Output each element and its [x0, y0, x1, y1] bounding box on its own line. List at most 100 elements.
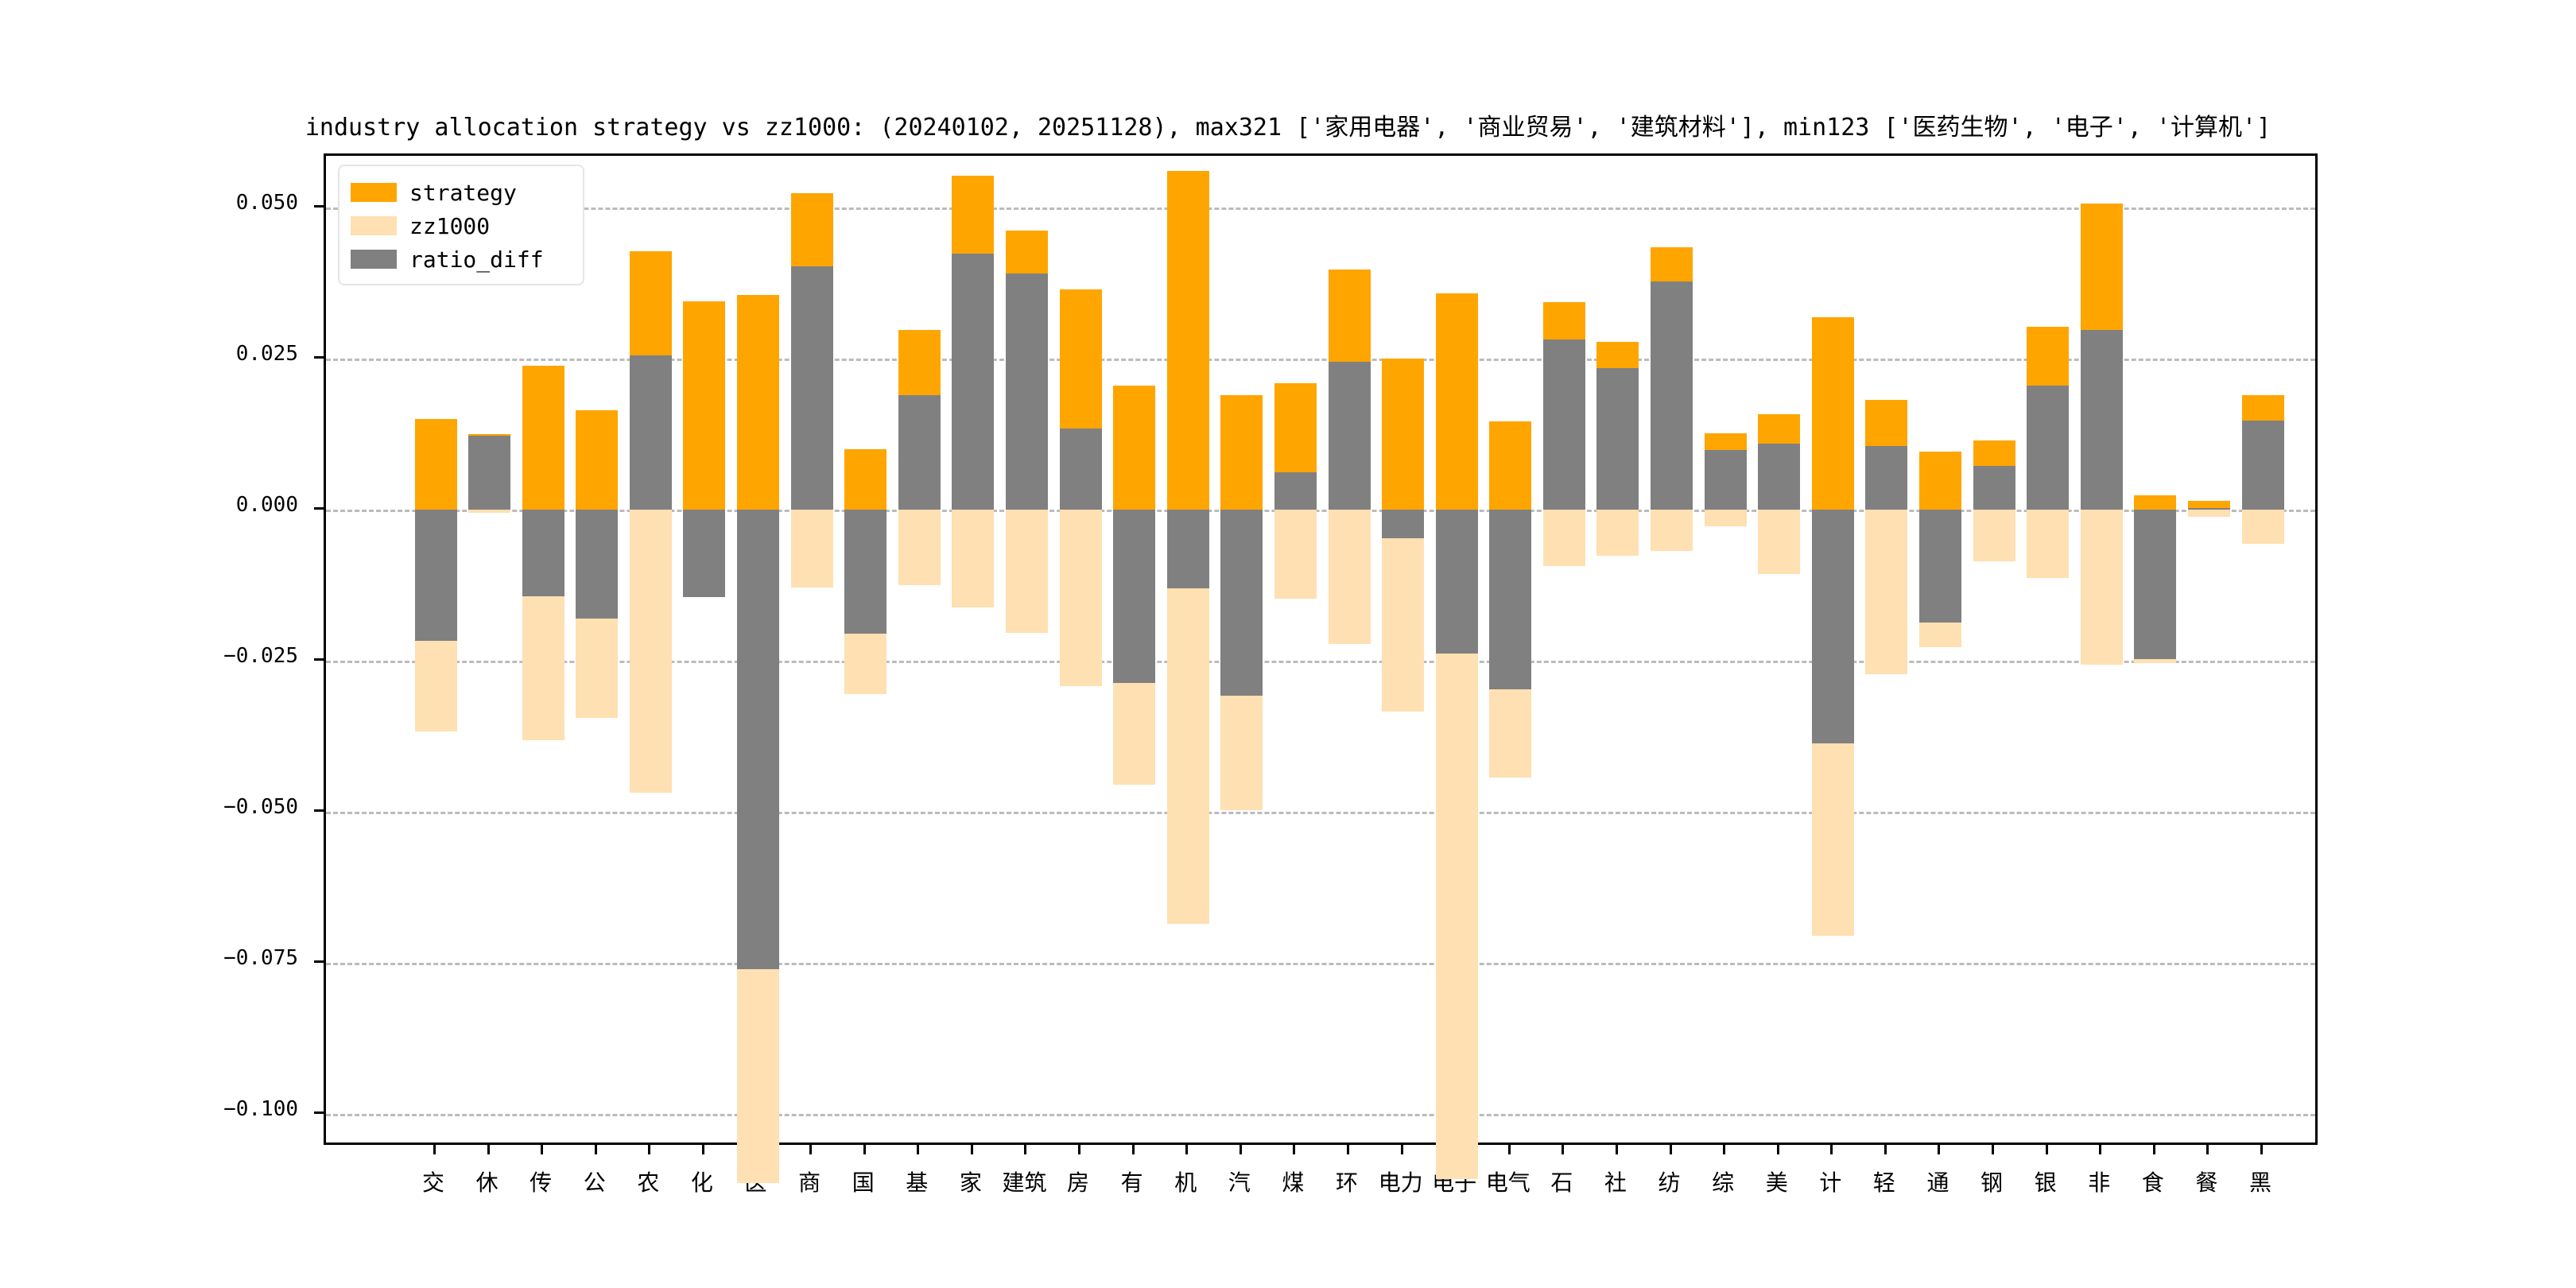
bar-zz1000 — [2080, 510, 2123, 665]
bar-ratio-diff — [1113, 510, 1156, 684]
x-axis-tick-label: 机 — [1174, 1170, 1197, 1196]
bar-ratio-diff — [1651, 281, 1693, 510]
legend-swatch-zz1000 — [351, 216, 397, 235]
x-axis-tick-mark — [2152, 1145, 2155, 1154]
bar-zz1000 — [898, 510, 941, 585]
legend-swatch-ratio-diff — [351, 250, 397, 269]
x-axis-tick-label: 美 — [1765, 1170, 1788, 1196]
bar-zz1000 — [1973, 510, 2015, 561]
x-axis-tick-label: 休 — [475, 1170, 499, 1196]
bar-zz1000 — [1542, 510, 1585, 566]
bar-ratio-diff — [952, 253, 995, 510]
bar-ratio-diff — [1596, 368, 1639, 510]
legend-label-ratio-diff: ratio_diff — [409, 246, 544, 273]
bar-zz1000 — [1651, 510, 1693, 552]
x-axis-tick-label: 钢 — [1980, 1170, 2004, 1196]
legend-swatch-strategy — [351, 183, 397, 202]
bar-ratio-diff — [1328, 361, 1371, 510]
x-axis-tick-label: 银 — [2034, 1170, 2057, 1196]
bar-zz1000 — [468, 510, 511, 513]
bar-strategy — [1918, 452, 1961, 510]
y-axis-tick-mark — [314, 356, 324, 359]
bar-ratio-diff — [1973, 466, 2015, 510]
bar-strategy — [1382, 359, 1425, 510]
x-axis-tick-label: 纺 — [1658, 1170, 1681, 1196]
x-axis-tick-mark — [1507, 1145, 1511, 1154]
x-axis-tick-mark — [594, 1145, 597, 1154]
x-axis-tick-label: 电力 — [1378, 1170, 1423, 1196]
bar-ratio-diff — [1220, 510, 1263, 696]
bar-zz1000 — [1758, 510, 1801, 575]
bar-zz1000 — [2187, 510, 2230, 518]
x-axis-tick-label: 综 — [1712, 1170, 1735, 1196]
gridline — [326, 963, 2315, 965]
chart-title: industry allocation strategy vs zz1000: … — [305, 114, 2271, 142]
legend-item-strategy: strategy — [351, 176, 572, 209]
bar-ratio-diff — [1704, 449, 1747, 510]
x-axis-tick-mark — [1776, 1145, 1779, 1154]
bar-ratio-diff — [1166, 510, 1209, 588]
x-axis-tick-label: 计 — [1819, 1170, 1842, 1196]
x-axis-tick-mark — [1992, 1145, 1995, 1154]
x-axis-tick-mark — [917, 1145, 920, 1154]
gridline — [326, 359, 2315, 361]
bar-strategy — [1166, 171, 1209, 510]
x-axis-tick-label: 房 — [1067, 1170, 1090, 1196]
bar-ratio-diff — [2080, 330, 2123, 510]
x-axis-tick-mark — [1723, 1145, 1726, 1154]
x-axis-tick-label: 公 — [583, 1170, 606, 1196]
bar-strategy — [1489, 421, 1532, 510]
gridline — [326, 208, 2315, 210]
bar-ratio-diff — [1758, 444, 1801, 510]
bar-strategy — [2187, 501, 2230, 510]
bar-ratio-diff — [2134, 510, 2177, 659]
x-axis-tick-mark — [1938, 1145, 1941, 1154]
x-axis-tick-label: 轻 — [1872, 1170, 1895, 1196]
bar-ratio-diff — [1435, 510, 1478, 654]
legend-label-strategy: strategy — [409, 179, 517, 206]
bar-ratio-diff — [1918, 510, 1961, 623]
bar-strategy — [1435, 293, 1478, 510]
x-axis-tick-label: 商 — [798, 1170, 821, 1196]
y-axis-tick-mark — [314, 205, 324, 208]
x-axis-tick-mark — [433, 1145, 436, 1154]
bar-strategy — [1811, 317, 1854, 510]
bar-ratio-diff — [468, 435, 511, 510]
y-axis-tick-label: −0.025 — [223, 644, 298, 668]
x-axis-tick-mark — [487, 1145, 490, 1154]
x-axis-tick-mark — [2045, 1145, 2048, 1154]
bar-zz1000 — [1382, 510, 1425, 712]
y-axis-tick-label: 0.000 — [235, 493, 298, 517]
y-axis-tick-mark — [314, 809, 324, 812]
x-axis-tick-label: 基 — [906, 1170, 929, 1196]
bar-ratio-diff — [1005, 273, 1048, 510]
y-axis-tick-label: −0.050 — [223, 795, 298, 819]
y-axis-tick-mark — [314, 960, 324, 963]
x-axis-tick-label: 环 — [1335, 1170, 1359, 1196]
x-axis-tick-mark — [1131, 1145, 1135, 1154]
x-axis-tick-label: 社 — [1604, 1170, 1627, 1196]
x-axis-tick-mark — [1293, 1145, 1296, 1154]
bar-strategy — [844, 449, 887, 510]
x-axis-tick-label: 非 — [2088, 1170, 2111, 1196]
bar-ratio-diff — [2187, 507, 2230, 510]
x-axis-tick-label: 黑 — [2248, 1170, 2272, 1196]
y-axis-tick-mark — [314, 1111, 324, 1114]
x-axis-tick-mark — [2260, 1145, 2263, 1154]
y-axis-tick-mark — [314, 658, 324, 661]
x-axis-tick-mark — [701, 1145, 704, 1154]
x-axis-tick-label: 农 — [637, 1170, 660, 1196]
chart-legend: strategy zz1000 ratio_diff — [338, 165, 584, 285]
bar-ratio-diff — [576, 510, 619, 619]
x-axis-tick-mark — [2099, 1145, 2102, 1154]
x-axis-tick-label: 交 — [421, 1170, 445, 1196]
x-axis-tick-mark — [1615, 1145, 1618, 1154]
bar-ratio-diff — [522, 510, 564, 597]
x-axis-tick-mark — [1185, 1145, 1189, 1154]
x-axis-tick-label: 国 — [852, 1170, 875, 1196]
bar-ratio-diff — [1059, 429, 1102, 510]
bar-ratio-diff — [683, 510, 726, 598]
bar-strategy — [1113, 386, 1156, 510]
bar-strategy — [414, 419, 457, 510]
